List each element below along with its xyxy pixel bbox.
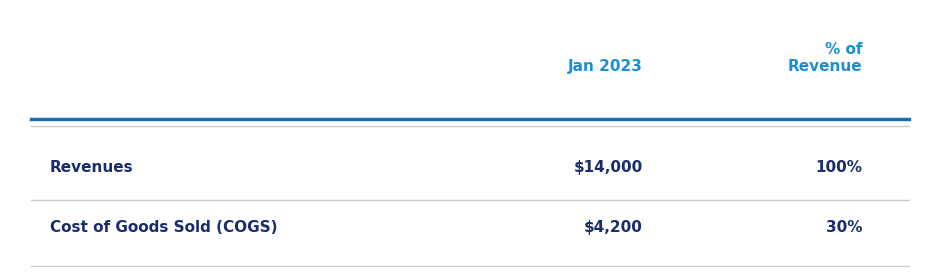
Text: 100%: 100%	[816, 160, 863, 175]
Text: $4,200: $4,200	[584, 220, 643, 235]
Text: Jan 2023: Jan 2023	[568, 59, 643, 74]
Text: $14,000: $14,000	[573, 160, 643, 175]
Text: 30%: 30%	[826, 220, 863, 235]
Text: Revenues: Revenues	[50, 160, 133, 175]
Text: Cost of Goods Sold (COGS): Cost of Goods Sold (COGS)	[50, 220, 277, 235]
Text: % of
Revenue: % of Revenue	[788, 42, 863, 74]
